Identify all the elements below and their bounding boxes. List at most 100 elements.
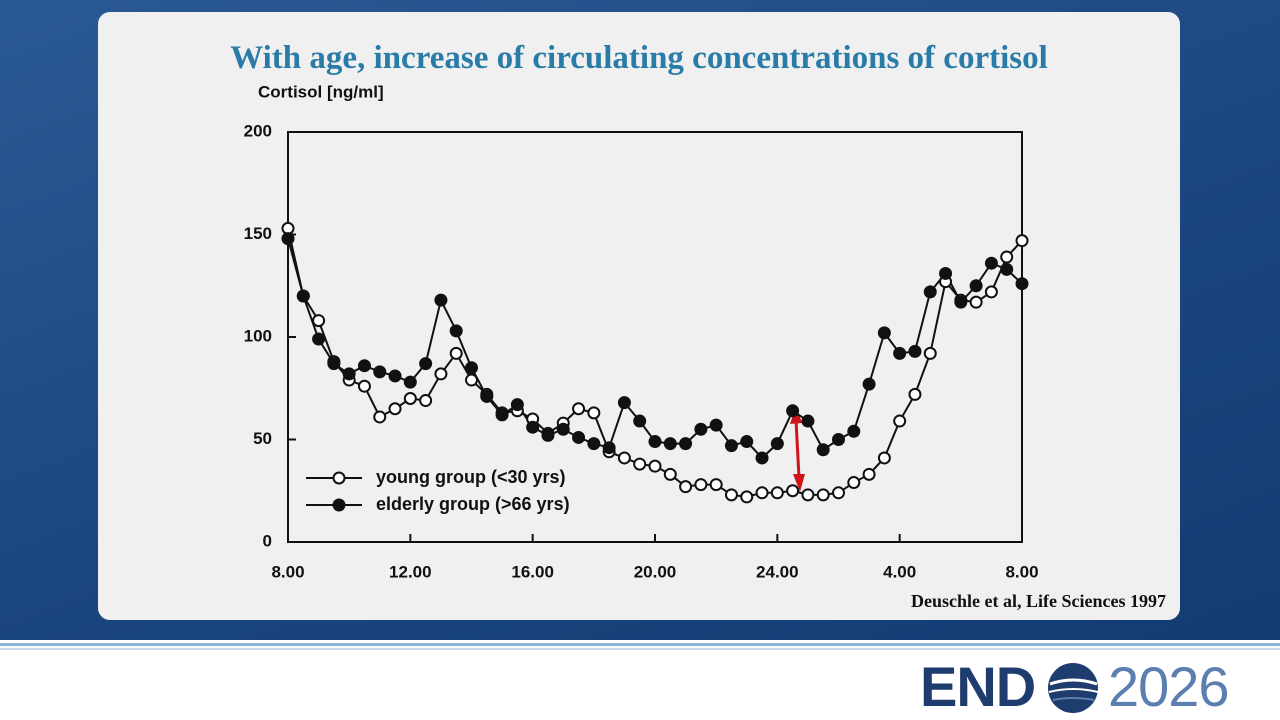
logo-text: END [920,655,1036,718]
data-point [908,387,922,401]
data-point [816,488,830,502]
data-point [786,404,800,418]
y-tick-label: 200 [244,121,272,140]
series-line [287,228,1023,498]
data-point [373,410,387,424]
data-point [648,459,662,473]
data-point [419,394,433,408]
data-point [969,295,983,309]
data-point [617,451,631,465]
data-point [893,414,907,428]
data-point [679,480,693,494]
citation: Deuschle et al, Life Sciences 1997 [911,591,1166,611]
data-point [984,285,998,299]
y-axis-label: Cortisol [ng/ml] [258,82,384,101]
data-point [954,295,968,309]
data-point [1000,262,1014,276]
footer-rule [0,648,1280,650]
footer-rule [0,643,1280,646]
data-point [755,451,769,465]
data-point [893,346,907,360]
y-tick-label: 150 [244,224,272,243]
data-point [709,478,723,492]
data-point [923,285,937,299]
data-point [572,402,586,416]
data-point [449,324,463,338]
data-point [388,369,402,383]
data-point [663,437,677,451]
slide-panel: With age, increase of circulating concen… [98,12,1180,620]
data-point [357,359,371,373]
data-point [419,357,433,371]
data-point [449,346,463,360]
data-point [724,439,738,453]
data-point [801,414,815,428]
data-point [709,418,723,432]
data-point [572,430,586,444]
data-point [465,373,478,387]
data-point [434,293,448,307]
data-point [617,396,631,410]
data-point [923,346,937,360]
data-point [480,389,494,403]
data-point [770,486,784,500]
y-tick-label: 100 [244,326,272,345]
legend-label: elderly group (>66 yrs) [376,494,570,514]
data-point [862,377,876,391]
legend-marker [332,471,346,485]
data-point [403,375,417,389]
footer-band: END 2026 [0,640,1280,720]
x-tick-label: 8.00 [1005,562,1038,581]
data-point [694,478,708,492]
data-point [312,314,326,328]
x-tick-label: 8.00 [271,562,304,581]
data-point [296,289,310,303]
legend-marker [332,498,346,512]
data-point [663,467,677,481]
data-point [281,232,295,246]
data-point [648,435,662,449]
data-point [832,433,845,446]
data-point [724,488,738,502]
data-point [877,451,891,465]
data-point [969,279,983,293]
data-point [694,422,708,436]
x-tick-label: 20.00 [634,562,677,581]
data-point [786,484,800,498]
x-tick-label: 12.00 [389,562,432,581]
x-tick-label: 24.00 [756,562,799,581]
data-point [1000,250,1014,264]
data-point [587,406,601,420]
data-point [679,437,693,451]
data-point [633,457,647,471]
chart: Cortisol [ng/ml] 0 50 100 150 200 8.00 12.00 16… [244,82,1039,581]
data-point [740,435,754,449]
data-point [816,443,830,457]
data-point [832,486,845,500]
y-tick-label: 50 [253,429,272,448]
data-point [327,357,341,371]
data-point [1015,234,1029,248]
data-point [740,490,754,504]
data-point [434,367,448,381]
data-point [556,422,570,436]
data-point [357,379,371,393]
data-point [373,365,387,379]
data-point [465,361,478,375]
data-point [847,476,861,490]
data-point [541,428,555,442]
data-point [495,408,509,422]
data-point [510,398,524,412]
legend-label: young group (<30 yrs) [376,467,566,487]
data-point [770,437,784,451]
data-point [342,367,356,381]
data-point [984,256,998,270]
data-point [526,420,540,434]
data-point [633,414,647,428]
data-point [847,424,861,438]
data-point [801,488,815,502]
data-point [1015,277,1029,291]
y-tick-label: 0 [263,531,272,550]
data-point [312,332,326,346]
